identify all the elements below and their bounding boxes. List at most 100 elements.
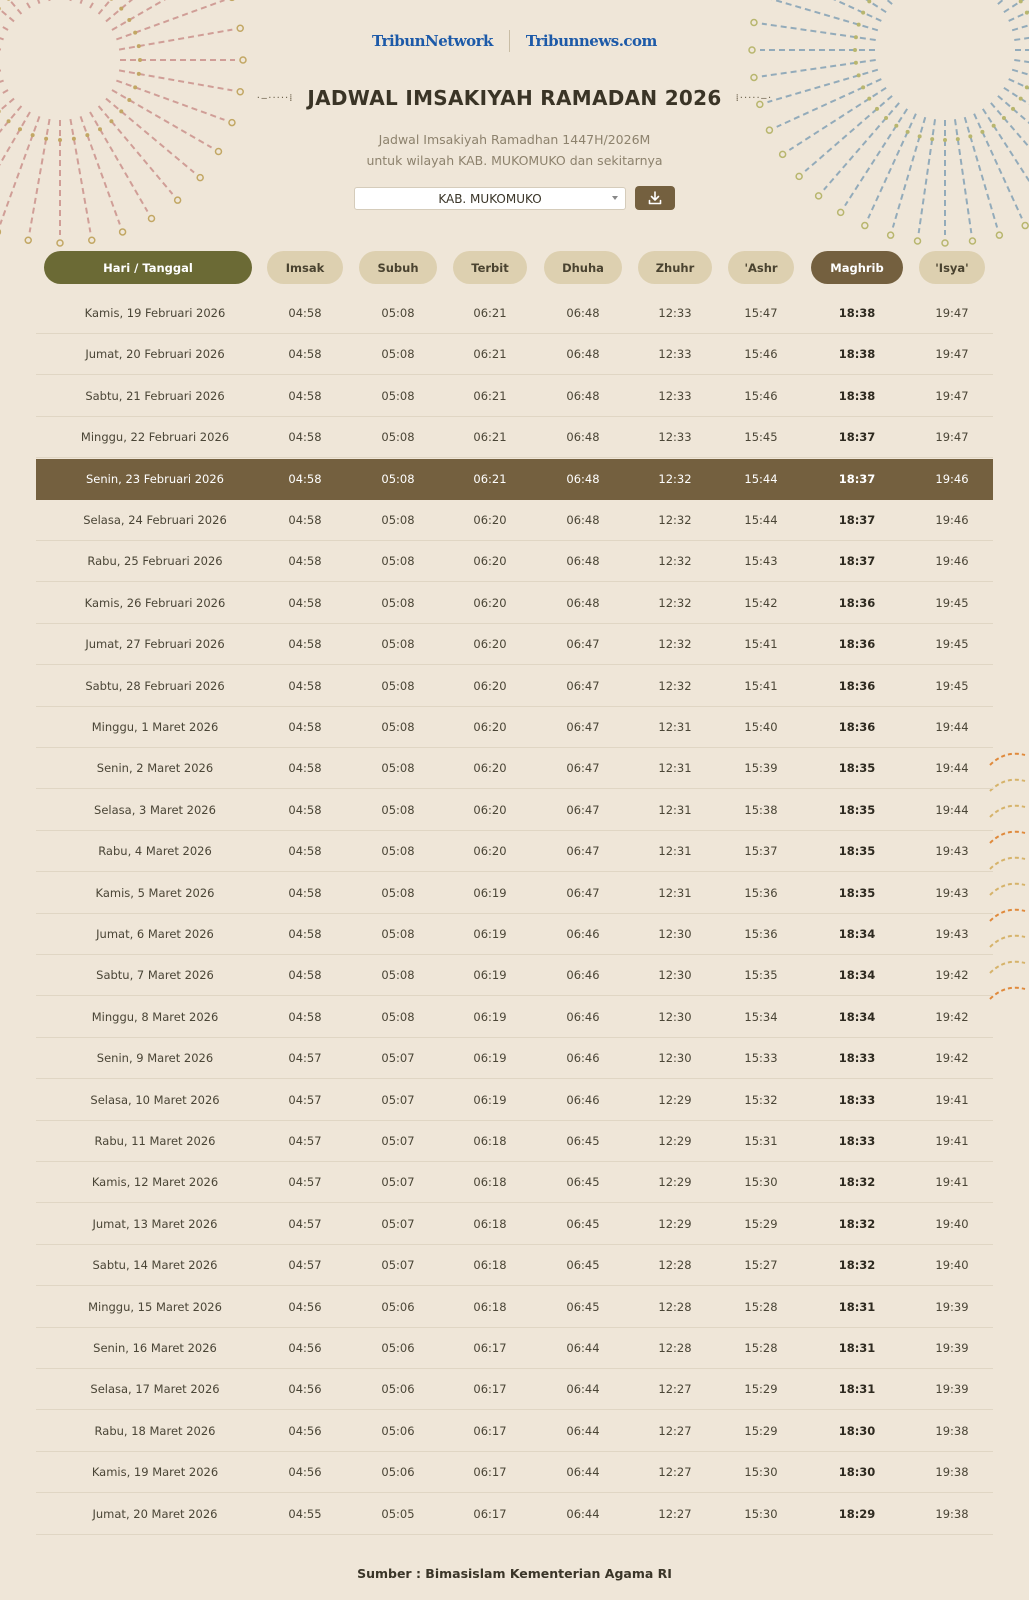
zhuhr-time-cell: 12:31 xyxy=(658,885,692,900)
terbit-time-cell: 06:20 xyxy=(473,802,507,817)
imsak-time-cell: 04:57 xyxy=(288,1258,322,1273)
imsak-time-cell: 04:56 xyxy=(288,1382,322,1397)
chevron-down-icon xyxy=(612,196,618,200)
maghrib-time-cell: 18:36 xyxy=(838,720,876,734)
table-row: Rabu, 4 Maret 2026 04:58 05:08 06:20 06:47 12… xyxy=(36,831,993,873)
header-isya: 'Isya' xyxy=(919,251,985,284)
table-row: Selasa, 10 Maret 2026 04:57 05:07 06:19 06:4… xyxy=(36,1080,993,1121)
dhuha-time-cell: 06:48 xyxy=(566,430,600,445)
table-row: Sabtu, 7 Maret 2026 04:58 05:08 06:19 06:46 1… xyxy=(36,955,993,997)
imsak-time-cell: 04:58 xyxy=(288,802,322,817)
dhuha-time-cell: 06:48 xyxy=(566,471,600,486)
imsak-time-cell: 04:57 xyxy=(288,1134,322,1148)
subuh-time-cell: 05:07 xyxy=(381,1258,415,1273)
isya-time-cell: 19:47 xyxy=(935,347,969,362)
table-row: Senin, 23 Februari 2026 04:58 05:08 06:21 06… xyxy=(36,458,993,500)
ashr-time-cell: 15:28 xyxy=(744,1299,778,1314)
terbit-time-cell: 06:17 xyxy=(473,1423,507,1438)
maghrib-time-cell: 18:33 xyxy=(838,1092,876,1107)
isya-time-cell: 19:45 xyxy=(935,678,969,693)
terbit-time-cell: 06:19 xyxy=(473,1092,507,1107)
isya-time-cell: 19:42 xyxy=(935,968,969,983)
table-row: Jumat, 27 Februari 2026 04:58 05:08 06:20 06… xyxy=(36,624,993,666)
ashr-time-cell: 15:29 xyxy=(744,1216,778,1231)
subuh-time-cell: 05:07 xyxy=(381,1175,415,1190)
ashr-time-cell: 15:30 xyxy=(744,1465,778,1480)
table-row: Jumat, 20 Februari 2026 04:58 05:08 06:21 06… xyxy=(36,334,993,376)
isya-time-cell: 19:46 xyxy=(935,554,969,569)
subuh-time-cell: 05:08 xyxy=(381,844,415,859)
dhuha-time-cell: 06:45 xyxy=(566,1258,600,1273)
table-row: Sabtu, 28 Februari 2026 04:58 05:08 06:20 06… xyxy=(36,666,993,707)
source-footer: Sumber : Bimasislam Kementerian Agama RI xyxy=(357,1566,672,1581)
zhuhr-time-cell: 12:27 xyxy=(658,1465,692,1480)
subuh-time-cell: 05:08 xyxy=(381,306,415,320)
date-cell: Rabu, 4 Maret 2026 xyxy=(98,844,212,859)
zhuhr-time-cell: 12:29 xyxy=(658,1216,692,1231)
date-cell: Kamis, 26 Februari 2026 xyxy=(84,595,226,610)
subuh-time-cell: 05:08 xyxy=(381,678,415,693)
dhuha-time-cell: 06:45 xyxy=(566,1299,600,1314)
subuh-time-cell: 05:08 xyxy=(381,720,415,734)
ashr-time-cell: 15:42 xyxy=(744,595,778,610)
ornament-dots-left: ·‒·····⁞ xyxy=(256,92,294,104)
maghrib-time-cell: 18:33 xyxy=(838,1051,876,1066)
isya-time-cell: 19:39 xyxy=(935,1382,969,1397)
date-cell: Rabu, 18 Maret 2026 xyxy=(94,1423,216,1438)
dhuha-time-cell: 06:46 xyxy=(566,968,600,983)
subuh-time-cell: 05:06 xyxy=(381,1341,415,1355)
ashr-time-cell: 15:33 xyxy=(744,1051,778,1066)
subtitle-line-1: Jadwal Imsakiyah Ramadhan 1447H/2026M xyxy=(378,132,651,147)
isya-time-cell: 19:38 xyxy=(935,1423,969,1438)
imsak-time-cell: 04:56 xyxy=(288,1299,322,1314)
dhuha-time-cell: 06:45 xyxy=(566,1175,600,1190)
ashr-time-cell: 15:39 xyxy=(744,761,778,776)
subuh-time-cell: 05:08 xyxy=(381,430,415,445)
mandala-ornament-left xyxy=(0,0,247,247)
region-select[interactable]: KAB. MUKOMUKO xyxy=(354,187,626,210)
download-icon xyxy=(648,191,662,205)
subuh-time-cell: 05:07 xyxy=(381,1216,415,1231)
download-button[interactable] xyxy=(635,186,675,210)
zhuhr-time-cell: 12:28 xyxy=(658,1299,692,1314)
ashr-time-cell: 15:30 xyxy=(744,1506,778,1521)
dhuha-time-cell: 06:46 xyxy=(566,1051,600,1066)
date-cell: Rabu, 25 Februari 2026 xyxy=(87,554,223,569)
zhuhr-time-cell: 12:30 xyxy=(658,927,692,941)
imsak-time-cell: 04:58 xyxy=(288,844,322,859)
maghrib-time-cell: 18:32 xyxy=(838,1175,876,1190)
maghrib-time-cell: 18:33 xyxy=(838,1134,876,1148)
maghrib-time-cell: 18:38 xyxy=(838,306,876,320)
ornament-dots-right: ⁞·····‒· xyxy=(735,92,773,104)
isya-time-cell: 19:42 xyxy=(935,1009,969,1024)
zhuhr-time-cell: 12:32 xyxy=(658,513,692,527)
dhuha-time-cell: 06:47 xyxy=(566,761,600,776)
date-cell: Senin, 2 Maret 2026 xyxy=(96,761,214,776)
table-row: Kamis, 26 Februari 2026 04:58 05:08 06:20 06… xyxy=(36,583,993,624)
terbit-time-cell: 06:19 xyxy=(473,968,507,983)
ashr-time-cell: 15:31 xyxy=(744,1134,778,1148)
terbit-time-cell: 06:21 xyxy=(473,471,507,486)
isya-time-cell: 19:40 xyxy=(935,1216,969,1231)
terbit-time-cell: 06:20 xyxy=(473,513,507,527)
table-row: Sabtu, 14 Maret 2026 04:57 05:07 06:18 06:45… xyxy=(36,1245,993,1287)
isya-time-cell: 19:38 xyxy=(935,1506,969,1521)
ashr-time-cell: 15:28 xyxy=(744,1341,778,1355)
table-row: Minggu, 1 Maret 2026 04:58 05:08 06:20 06:47… xyxy=(36,707,993,748)
imsak-time-cell: 04:58 xyxy=(288,761,322,776)
maghrib-time-cell: 18:35 xyxy=(838,802,876,817)
date-cell: Jumat, 6 Maret 2026 xyxy=(96,927,214,941)
imsak-time-cell: 04:58 xyxy=(288,306,322,320)
table-row: Rabu, 18 Maret 2026 04:56 05:06 06:17 06:44 1… xyxy=(36,1411,993,1452)
zhuhr-time-cell: 12:32 xyxy=(658,595,692,610)
imsak-time-cell: 04:58 xyxy=(288,885,322,900)
date-cell: Kamis, 19 Maret 2026 xyxy=(91,1465,219,1480)
date-cell: Rabu, 11 Maret 2026 xyxy=(94,1134,216,1148)
table-row: Kamis, 12 Maret 2026 04:57 05:07 06:18 06:45… xyxy=(36,1162,993,1204)
imsak-time-cell: 04:58 xyxy=(288,554,322,569)
zhuhr-time-cell: 12:33 xyxy=(658,388,692,403)
zhuhr-time-cell: 12:30 xyxy=(658,968,692,983)
ashr-time-cell: 15:41 xyxy=(744,678,778,693)
date-cell: Sabtu, 14 Maret 2026 xyxy=(92,1258,218,1273)
terbit-time-cell: 06:21 xyxy=(473,430,507,445)
